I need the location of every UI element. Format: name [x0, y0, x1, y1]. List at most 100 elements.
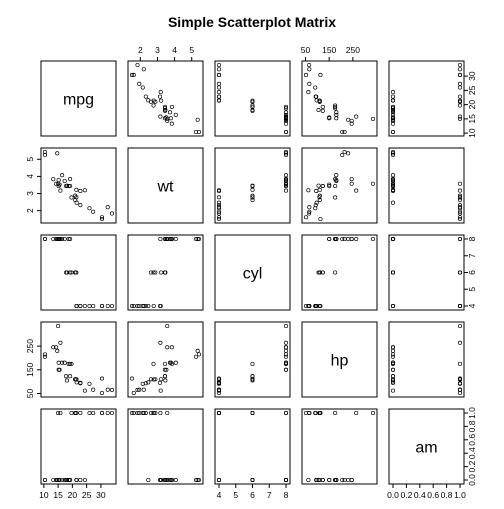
point-mpg-vs-hp	[333, 103, 338, 108]
point-mpg-vs-wt	[158, 90, 163, 95]
top-tick-label-wt: 4	[172, 45, 177, 55]
point-am-vs-mpg	[91, 410, 96, 416]
point-mpg-vs-wt	[168, 116, 173, 121]
top-tick-label-wt: 3	[155, 45, 160, 55]
point-am-vs-wt	[193, 477, 199, 483]
point-cyl-vs-hp	[313, 303, 318, 309]
point-am-vs-wt	[173, 477, 178, 483]
point-cyl-vs-am	[457, 270, 463, 275]
point-hp-vs-cyl	[216, 387, 222, 392]
point-wt-vs-mpg	[74, 200, 79, 205]
point-mpg-vs-wt	[169, 121, 174, 126]
point-am-vs-wt	[153, 410, 158, 416]
point-mpg-vs-wt	[151, 98, 156, 103]
point-hp-vs-mpg	[56, 367, 61, 372]
point-hp-vs-mpg	[109, 387, 115, 392]
point-mpg-vs-cyl	[283, 104, 289, 109]
point-hp-vs-am	[390, 388, 396, 393]
diagonal-label-hp: hp	[331, 353, 349, 370]
point-mpg-vs-hp	[307, 81, 312, 86]
point-hp-vs-wt	[193, 354, 199, 359]
point-wt-vs-hp	[342, 149, 347, 155]
point-hp-vs-cyl	[283, 323, 289, 329]
panel-hp-cyl	[214, 321, 291, 398]
point-hp-vs-wt	[162, 361, 168, 366]
right-tick-label-cyl: 5	[467, 287, 477, 292]
point-hp-vs-mpg	[62, 360, 67, 365]
bottom-tick-label-am: 0.8	[441, 490, 453, 500]
point-hp-vs-am	[390, 367, 396, 372]
panel-mpg-mpg	[40, 60, 117, 137]
point-mpg-vs-hp	[349, 121, 354, 126]
point-cyl-vs-mpg	[82, 303, 87, 309]
point-wt-vs-hp	[340, 152, 345, 158]
point-mpg-vs-hp	[320, 108, 325, 113]
panel-cyl-hp	[301, 234, 378, 311]
point-cyl-vs-hp	[320, 270, 325, 275]
point-cyl-vs-hp	[342, 236, 347, 242]
point-am-vs-wt	[131, 410, 136, 416]
point-am-vs-mpg	[99, 410, 105, 416]
point-cyl-vs-am	[390, 303, 396, 309]
point-hp-vs-wt	[168, 360, 173, 365]
point-hp-vs-wt	[164, 367, 169, 372]
point-hp-vs-cyl	[283, 354, 289, 359]
diagonal-label-am: am	[415, 440, 437, 457]
point-am-vs-hp	[370, 410, 376, 416]
point-am-vs-mpg	[66, 477, 71, 483]
point-cyl-vs-mpg	[51, 236, 56, 242]
point-cyl-vs-wt	[151, 303, 156, 309]
point-wt-vs-hp	[349, 177, 354, 182]
point-wt-vs-hp	[314, 200, 319, 205]
point-cyl-vs-am	[457, 236, 463, 242]
point-hp-vs-mpg	[74, 380, 79, 385]
point-hp-vs-am	[390, 348, 396, 353]
point-wt-vs-mpg	[42, 149, 48, 155]
point-mpg-vs-am	[390, 129, 396, 135]
point-wt-vs-cyl	[283, 151, 289, 156]
point-mpg-vs-wt	[151, 103, 156, 108]
point-cyl-vs-wt	[135, 303, 140, 309]
point-mpg-vs-cyl	[283, 106, 289, 111]
point-am-vs-hp	[320, 477, 325, 483]
point-wt-vs-cyl	[216, 200, 222, 205]
point-am-vs-wt	[196, 477, 202, 483]
point-mpg-vs-hp	[313, 85, 318, 90]
point-mpg-vs-hp	[318, 72, 323, 78]
point-mpg-vs-wt	[140, 85, 145, 90]
bottom-tick-label-am: 0.6	[427, 490, 439, 500]
point-am-vs-wt	[140, 410, 145, 416]
point-hp-vs-am	[457, 323, 463, 329]
point-hp-vs-wt	[151, 377, 156, 382]
bottom-tick-label-mpg: 15	[53, 490, 63, 500]
point-hp-vs-wt	[158, 388, 163, 393]
point-am-vs-wt	[148, 410, 154, 416]
point-wt-vs-hp	[333, 177, 338, 182]
point-cyl-vs-wt	[162, 236, 167, 242]
diagonal-label-cyl: cyl	[243, 266, 263, 283]
point-hp-vs-wt	[159, 377, 164, 382]
point-wt-vs-mpg	[78, 203, 83, 208]
point-wt-vs-hp	[346, 151, 351, 156]
point-am-vs-mpg	[105, 410, 110, 416]
point-mpg-vs-wt	[162, 106, 168, 111]
point-cyl-vs-hp	[333, 236, 338, 242]
point-cyl-vs-hp	[316, 270, 321, 275]
bottom-tick-label-cyl: 6	[250, 490, 255, 500]
point-mpg-vs-wt	[141, 67, 146, 72]
point-wt-vs-cyl	[216, 188, 222, 194]
point-mpg-vs-am	[390, 110, 396, 115]
point-am-vs-hp	[349, 477, 354, 483]
point-mpg-vs-hp	[346, 117, 351, 122]
panel-cyl-mpg	[40, 234, 117, 311]
panel-wt-am	[388, 147, 465, 224]
point-hp-vs-mpg	[68, 374, 73, 379]
point-mpg-vs-wt	[129, 72, 135, 78]
point-hp-vs-wt	[162, 374, 168, 379]
point-hp-vs-mpg	[51, 345, 56, 350]
point-mpg-vs-cyl	[250, 98, 255, 103]
point-hp-vs-am	[390, 360, 396, 365]
point-hp-vs-mpg	[56, 360, 61, 365]
point-wt-vs-cyl	[250, 193, 255, 198]
